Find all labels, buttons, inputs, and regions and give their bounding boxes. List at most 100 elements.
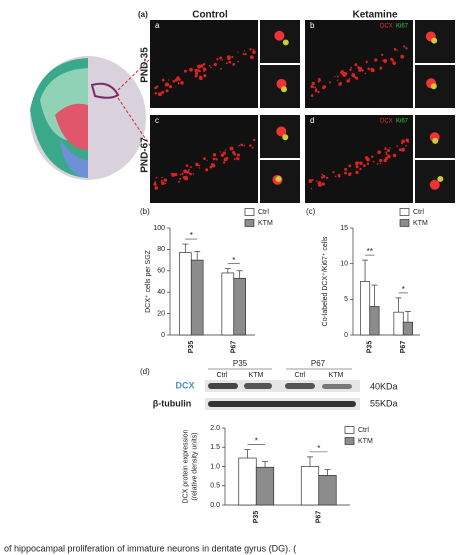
y-tick-label: 15 xyxy=(340,225,348,232)
cell xyxy=(385,153,388,156)
significance: * xyxy=(402,285,405,294)
lane-label: KTM xyxy=(329,372,344,379)
cell xyxy=(252,48,255,51)
legend-swatch xyxy=(244,208,255,216)
cell xyxy=(349,68,352,72)
cell xyxy=(429,179,440,190)
cell xyxy=(249,144,252,147)
cell xyxy=(219,57,222,60)
cell xyxy=(383,59,387,63)
y-tick-label: 1.5 xyxy=(210,444,220,451)
cell xyxy=(236,153,241,157)
cell xyxy=(185,170,190,174)
bar xyxy=(255,466,275,506)
lane-label: Ctrl xyxy=(295,372,306,379)
cell xyxy=(176,76,180,80)
cell xyxy=(387,154,391,159)
bar xyxy=(190,259,204,336)
cell xyxy=(358,161,360,164)
cell xyxy=(197,69,201,73)
cell xyxy=(390,57,393,61)
cell xyxy=(430,83,437,90)
cell xyxy=(244,52,247,56)
cell xyxy=(162,91,164,94)
cell xyxy=(160,179,163,182)
micrograph xyxy=(305,115,413,203)
cell xyxy=(161,181,165,186)
cell xyxy=(334,75,336,78)
cell xyxy=(338,82,342,86)
cell xyxy=(364,72,367,75)
cell xyxy=(179,177,182,180)
cell xyxy=(229,146,234,151)
significance: * xyxy=(190,231,193,240)
cell xyxy=(367,67,370,71)
cell xyxy=(250,55,254,60)
cell xyxy=(377,150,381,155)
cell xyxy=(233,152,237,156)
bar xyxy=(233,277,246,336)
cell xyxy=(237,60,239,63)
cell xyxy=(197,64,202,69)
cell xyxy=(336,75,339,78)
cell xyxy=(168,79,170,81)
cell xyxy=(328,81,332,84)
cell xyxy=(359,161,363,166)
cell xyxy=(233,158,236,160)
cell xyxy=(164,182,167,185)
cell xyxy=(398,148,402,152)
cell xyxy=(219,151,222,153)
cell xyxy=(203,74,207,78)
cell xyxy=(341,69,344,72)
cell xyxy=(164,84,168,87)
cell xyxy=(179,173,182,176)
y-tick-label: 0 xyxy=(344,332,348,339)
cell xyxy=(374,58,378,62)
image-letter: b xyxy=(310,21,315,30)
cell xyxy=(282,39,289,46)
cell xyxy=(174,172,178,177)
cell xyxy=(205,168,209,172)
lane-label: KTM xyxy=(249,372,264,379)
cell xyxy=(168,85,173,89)
legend-label: KTM xyxy=(413,220,428,227)
cell xyxy=(432,137,439,144)
cell xyxy=(276,126,287,137)
cell xyxy=(183,69,187,73)
cell xyxy=(344,171,347,175)
cell xyxy=(326,176,329,180)
cell xyxy=(158,92,162,97)
cell xyxy=(238,144,240,147)
cell xyxy=(310,94,314,97)
legend-swatch xyxy=(399,208,410,216)
cell xyxy=(334,175,337,178)
y-tick-label: 0 xyxy=(161,332,165,339)
cell xyxy=(200,64,204,68)
cell xyxy=(281,86,288,93)
cell xyxy=(311,178,314,181)
cell xyxy=(153,182,157,186)
cell xyxy=(252,138,256,142)
cell xyxy=(177,83,180,85)
bar xyxy=(402,321,413,336)
protein-label: β-tubulin xyxy=(153,398,191,408)
cell xyxy=(275,175,282,182)
cell xyxy=(336,79,339,81)
legend-swatch xyxy=(344,426,355,434)
cell xyxy=(211,163,216,168)
blot-bands xyxy=(205,380,360,410)
caption: of hippocampal proliferation of immature… xyxy=(4,543,296,553)
cell xyxy=(355,161,359,166)
cell xyxy=(178,180,180,183)
significance: ** xyxy=(367,247,373,256)
cell xyxy=(384,148,387,151)
cell xyxy=(393,48,397,51)
cell xyxy=(154,181,157,184)
cell xyxy=(366,162,370,166)
legend-swatch xyxy=(244,219,255,227)
stain-label: Ki67 xyxy=(396,119,409,125)
cell xyxy=(389,147,391,149)
cell xyxy=(401,147,405,152)
cell xyxy=(379,162,382,165)
cell xyxy=(221,59,224,61)
